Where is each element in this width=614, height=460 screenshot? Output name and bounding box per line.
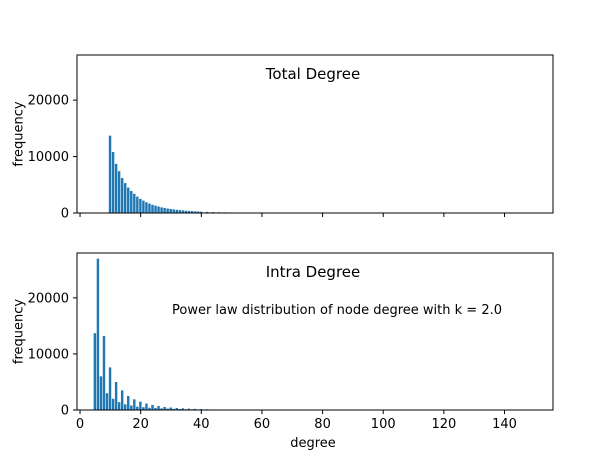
histogram-bar [193,408,197,410]
histogram-bar [196,211,200,213]
histogram-bar [163,207,166,213]
y-tick-label: 20000 [28,94,69,109]
histogram-bar [148,407,151,410]
x-tick-label: 140 [492,417,517,432]
histogram-bar [133,399,136,410]
histogram-bar [166,208,169,213]
histogram-bar [123,183,127,213]
histogram-bar [172,209,175,213]
y-tick-label: 10000 [28,150,69,165]
histogram-bar [120,390,124,411]
histogram-bar [172,408,175,410]
histogram-bar [181,210,185,213]
histogram-bar [181,408,185,410]
histogram-bar [96,258,100,410]
histogram-bar [151,404,154,410]
histogram-bar [127,395,130,410]
x-tick-label: 20 [132,417,149,432]
total-degree-title: Total Degree [265,65,360,83]
histogram-bar [160,207,163,213]
histogram-bar [108,135,112,213]
histogram-bar [139,401,142,410]
histogram-bar [130,405,133,410]
histogram-bar [145,403,148,410]
histogram-bar [117,402,121,410]
histogram-bar [163,406,166,410]
histogram-bar [142,200,145,213]
intra-degree-x-axis-label: degree [290,436,336,451]
y-tick-label: 0 [61,404,69,419]
total-degree-x-ticks [79,213,505,217]
histogram-bar [175,209,178,213]
histogram-bar [187,210,191,213]
histogram-bar [184,210,188,213]
y-tick-label: 0 [61,207,69,222]
histogram-bar [123,404,127,410]
histogram-bar [99,376,103,410]
histogram-bar [117,171,121,213]
histogram-bar [169,208,172,213]
intra-degree-y-ticks: 0 10000 20000 [28,291,77,419]
total-degree-panel: 0 10000 20000 Total Degree frequency [12,54,554,222]
histogram-bar [120,178,124,213]
y-tick-label: 20000 [28,291,69,306]
x-tick-label: 100 [371,417,396,432]
histogram-bar [127,187,130,213]
total-degree-y-axis-label: frequency [12,101,27,167]
total-degree-bars [108,135,263,213]
histogram-bar [130,190,133,213]
histogram-bar [148,203,151,213]
histogram-bar [169,407,172,410]
histogram-bar [102,335,106,410]
histogram-bar [205,211,209,213]
intra-degree-y-axis-label: frequency [12,299,27,365]
histogram-bar [160,408,163,410]
histogram-bar [93,333,97,410]
x-tick-label: 0 [76,417,84,432]
total-degree-y-ticks: 0 10000 20000 [28,94,77,222]
histogram-bar [114,381,118,410]
x-tick-label: 40 [193,417,210,432]
y-tick-label: 10000 [28,347,69,362]
histogram-bar [157,406,160,410]
histogram-bar [114,163,118,213]
intra-degree-bars [93,258,233,411]
histogram-bar [133,193,136,213]
histogram-bar [166,408,169,410]
histogram-bar [190,211,194,213]
intra-degree-axes-frame [76,252,554,411]
x-tick-label: 120 [431,417,456,432]
histogram-bar [193,211,197,213]
x-tick-label: 80 [314,417,331,432]
histogram-bar [151,204,154,213]
histogram-bar [136,196,139,213]
x-tick-label: 60 [254,417,271,432]
intra-degree-title: Intra Degree [266,263,361,281]
histogram-bar [187,408,191,410]
power-law-annotation: Power law distribution of node degree wi… [172,303,502,318]
histogram-bar [108,367,112,410]
intra-degree-panel: 0 20 40 60 80 100 120 140 0 10000 20000 Intra Deg… [12,252,554,451]
histogram-bar [154,205,157,213]
histogram-bar [157,206,160,213]
histogram-bar [145,202,148,213]
histogram-bar [154,408,157,410]
histogram-bar [105,393,109,410]
intra-degree-x-ticks: 0 20 40 60 80 100 120 140 [76,410,517,432]
histogram-bar [139,198,142,213]
histogram-bar [142,407,145,410]
histogram-bar [178,210,181,213]
total-degree-axes-frame [76,54,554,214]
histogram-bar [175,408,178,410]
histogram-bar [199,211,203,213]
histogram-bar [111,152,115,213]
histogram-bar [136,406,139,410]
histogram-bar [111,398,115,410]
